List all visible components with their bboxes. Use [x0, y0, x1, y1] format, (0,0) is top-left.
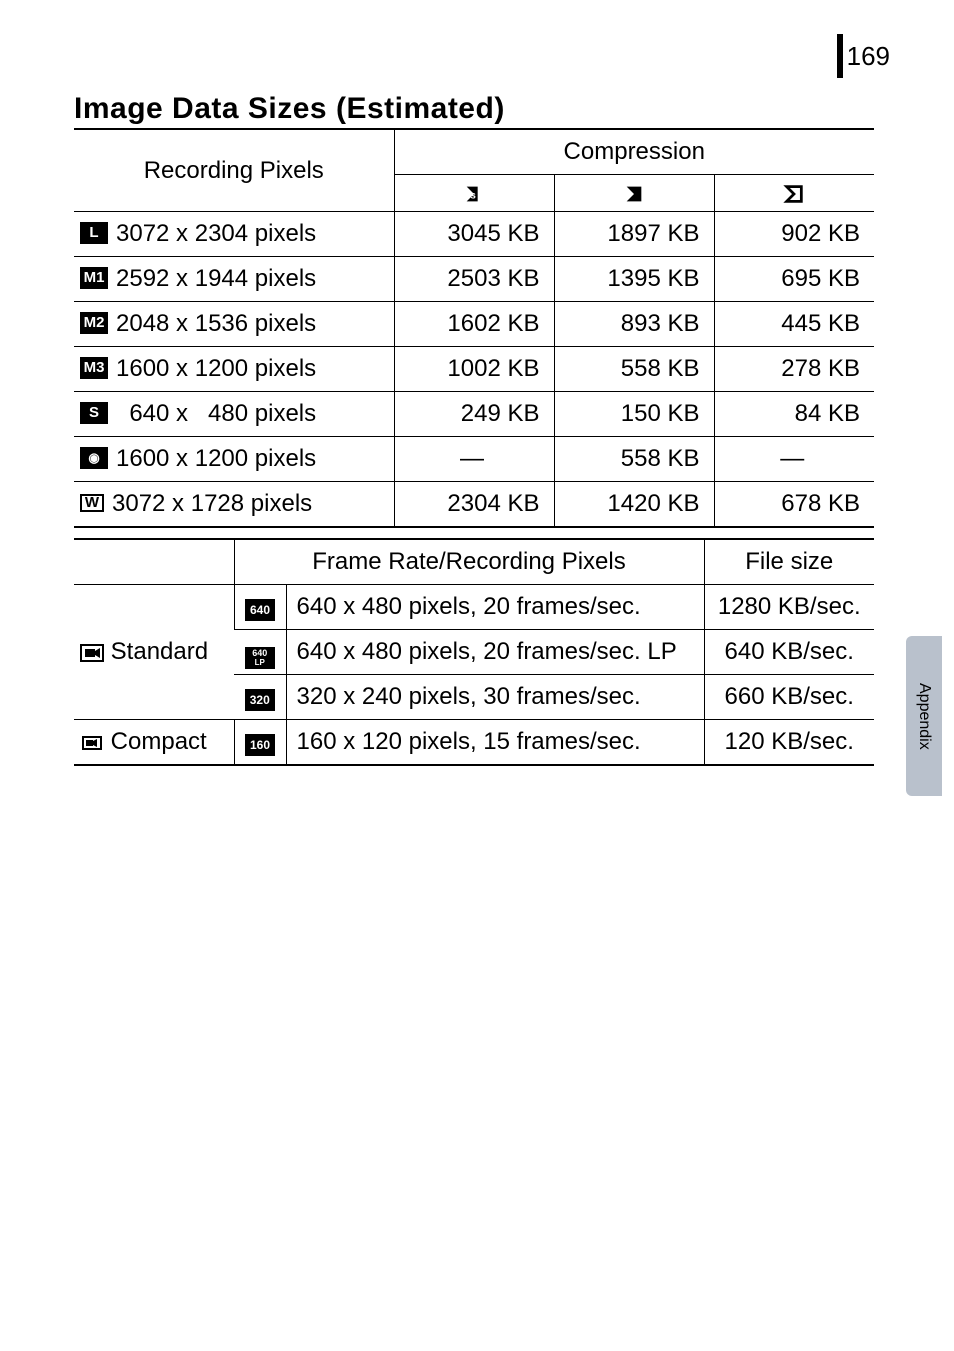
kb-value: 2503 KB — [394, 257, 554, 302]
kb-value: 150 KB — [554, 392, 714, 437]
kb-value: 1002 KB — [394, 347, 554, 392]
kb-value: — — [394, 437, 554, 482]
pixels-value: 2592 x 1944 pixels — [116, 265, 316, 292]
pixels-value: 2048 x 1536 pixels — [116, 310, 316, 337]
size-m1-icon: M1 — [80, 267, 108, 289]
table-row: ◉ 1600 x 1200 pixels — 558 KB — — [74, 437, 874, 482]
kb-value: 445 KB — [714, 302, 874, 347]
page-number-value: 169 — [847, 41, 890, 72]
kb-value: 1897 KB — [554, 212, 714, 257]
movie-standard-icon — [80, 644, 104, 662]
header-compression: Compression — [394, 129, 874, 175]
res-640lp-icon: 640LP — [245, 647, 275, 669]
kb-value: 1395 KB — [554, 257, 714, 302]
superfine-icon: s — [463, 183, 485, 205]
rate-value: 320 x 240 pixels, 30 frames/sec. — [286, 675, 704, 720]
pixels-value: 3072 x 2304 pixels — [116, 220, 316, 247]
normal-icon — [783, 183, 805, 205]
pixels-value: 3072 x 1728 pixels — [112, 490, 312, 517]
res-320-icon: 320 — [245, 689, 275, 711]
size-m2-icon: M2 — [80, 312, 108, 334]
mode-compact-label: Compact — [111, 728, 207, 755]
table-row: M1 2592 x 1944 pixels 2503 KB 1395 KB 695… — [74, 257, 874, 302]
kb-value: 249 KB — [394, 392, 554, 437]
size-value: 660 KB/sec. — [704, 675, 874, 720]
table-row: L 3072 x 2304 pixels 3045 KB 1897 KB 902 … — [74, 212, 874, 257]
appendix-tab-label: Appendix — [915, 683, 933, 750]
size-w-icon: W — [80, 494, 104, 512]
pixels-value: 1600 x 1200 pixels — [116, 445, 316, 472]
table-row: Standard 640 640 x 480 pixels, 20 frames… — [74, 585, 874, 630]
kb-value: 3045 KB — [394, 212, 554, 257]
image-size-rows: L 3072 x 2304 pixels 3045 KB 1897 KB 902 … — [74, 212, 874, 528]
compression-fine-header — [554, 175, 714, 212]
header-frame-rate: Frame Rate/Recording Pixels — [234, 539, 704, 585]
size-s-icon: S — [80, 402, 108, 424]
size-value: 640 KB/sec. — [704, 630, 874, 675]
size-value: 1280 KB/sec. — [704, 585, 874, 630]
rate-value: 640 x 480 pixels, 20 frames/sec. — [286, 585, 704, 630]
header-blank — [74, 539, 234, 585]
table-row: Compact 160 160 x 120 pixels, 15 frames/… — [74, 720, 874, 766]
kb-value: 84 KB — [714, 392, 874, 437]
size-value: 120 KB/sec. — [704, 720, 874, 766]
page-number: 169 — [837, 28, 890, 72]
svg-text:s: s — [470, 190, 476, 201]
movie-compact-icon — [80, 734, 104, 752]
image-size-table: Recording Pixels Compression s L 3072 x 2… — [74, 128, 874, 528]
kb-value: 278 KB — [714, 347, 874, 392]
table-row: M3 1600 x 1200 pixels 1002 KB 558 KB 278 … — [74, 347, 874, 392]
table-row: M2 2048 x 1536 pixels 1602 KB 893 KB 445 … — [74, 302, 874, 347]
res-160-icon: 160 — [245, 734, 275, 756]
pixels-value: 640 x 480 pixels — [116, 400, 316, 427]
rate-value: 160 x 120 pixels, 15 frames/sec. — [286, 720, 704, 766]
kb-value: 558 KB — [554, 347, 714, 392]
mode-compact-cell: Compact — [74, 720, 234, 766]
kb-value: 2304 KB — [394, 482, 554, 528]
appendix-tab: Appendix — [906, 636, 942, 796]
size-m3-icon: M3 — [80, 357, 108, 379]
section-title: Image Data Sizes (Estimated) — [74, 92, 505, 126]
kb-value: 1420 KB — [554, 482, 714, 528]
pixels-value: 1600 x 1200 pixels — [116, 355, 316, 382]
kb-value: 902 KB — [714, 212, 874, 257]
kb-value: 678 KB — [714, 482, 874, 528]
kb-value: 893 KB — [554, 302, 714, 347]
table-row: W 3072 x 1728 pixels 2304 KB 1420 KB 678 … — [74, 482, 874, 528]
size-l-icon: L — [80, 222, 108, 244]
compression-superfine-header: s — [394, 175, 554, 212]
table-row: S 640 x 480 pixels 249 KB 150 KB 84 KB — [74, 392, 874, 437]
rate-value: 640 x 480 pixels, 20 frames/sec. LP — [286, 630, 704, 675]
kb-value: 558 KB — [554, 437, 714, 482]
mode-standard-cell: Standard — [74, 585, 234, 720]
compression-normal-header — [714, 175, 874, 212]
kb-value: — — [714, 437, 874, 482]
kb-value: 1602 KB — [394, 302, 554, 347]
res-640-icon: 640 — [245, 599, 275, 621]
header-recording-pixels: Recording Pixels — [74, 129, 394, 212]
header-file-size: File size — [704, 539, 874, 585]
kb-value: 695 KB — [714, 257, 874, 302]
mode-standard-label: Standard — [111, 638, 208, 665]
movie-size-table: Frame Rate/Recording Pixels File size St… — [74, 538, 874, 766]
size-datestamp-icon: ◉ — [80, 447, 108, 469]
fine-icon — [623, 183, 645, 205]
